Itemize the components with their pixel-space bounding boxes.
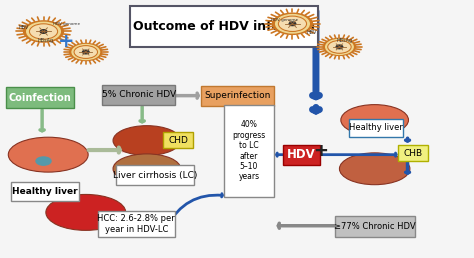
Text: Outcome of HDV infection: Outcome of HDV infection (133, 20, 315, 33)
Ellipse shape (121, 159, 152, 168)
FancyBboxPatch shape (224, 105, 273, 197)
Circle shape (74, 46, 98, 58)
Text: 5% Chronic HDV: 5% Chronic HDV (101, 91, 176, 100)
FancyBboxPatch shape (398, 145, 428, 161)
Circle shape (326, 39, 353, 54)
Circle shape (72, 45, 100, 60)
Circle shape (40, 30, 47, 33)
Circle shape (27, 22, 60, 41)
Text: HBsAg: HBsAg (38, 38, 54, 43)
Text: HDV genome: HDV genome (271, 18, 298, 22)
Text: Healthy liver: Healthy liver (12, 187, 78, 196)
Circle shape (289, 22, 296, 26)
Circle shape (276, 15, 309, 33)
Ellipse shape (56, 201, 92, 211)
FancyBboxPatch shape (10, 182, 79, 201)
Ellipse shape (349, 110, 380, 119)
Text: +: + (58, 32, 74, 51)
FancyBboxPatch shape (102, 85, 175, 105)
Circle shape (29, 24, 58, 39)
Ellipse shape (9, 137, 88, 172)
FancyBboxPatch shape (116, 165, 194, 186)
Text: HDV genome: HDV genome (53, 22, 80, 26)
Text: Superinfection: Superinfection (204, 91, 271, 100)
FancyBboxPatch shape (6, 87, 74, 108)
Ellipse shape (348, 159, 380, 168)
Text: +: + (313, 142, 328, 160)
FancyBboxPatch shape (349, 119, 403, 137)
FancyBboxPatch shape (122, 129, 168, 153)
Text: 40%
progress
to LC
after
5–10
years: 40% progress to LC after 5–10 years (232, 120, 265, 181)
Ellipse shape (341, 105, 409, 135)
Circle shape (82, 50, 89, 54)
FancyBboxPatch shape (356, 158, 400, 181)
Ellipse shape (18, 144, 54, 153)
FancyBboxPatch shape (130, 6, 319, 47)
FancyBboxPatch shape (164, 132, 193, 148)
Text: CHD: CHD (168, 136, 188, 145)
Ellipse shape (113, 154, 181, 184)
Text: Liver cirrhosis (LC): Liver cirrhosis (LC) (113, 171, 197, 180)
Circle shape (336, 45, 343, 49)
Text: HBsAg: HBsAg (336, 38, 352, 43)
Text: HBV: HBV (306, 30, 317, 35)
Ellipse shape (113, 126, 181, 155)
Text: HDV: HDV (287, 148, 316, 162)
Circle shape (23, 20, 64, 43)
Circle shape (365, 123, 377, 130)
FancyBboxPatch shape (201, 86, 273, 106)
Circle shape (36, 157, 51, 165)
Circle shape (272, 12, 313, 35)
FancyBboxPatch shape (283, 145, 319, 165)
Circle shape (328, 41, 351, 53)
FancyBboxPatch shape (335, 216, 415, 237)
Ellipse shape (339, 153, 410, 185)
Text: HBV: HBV (18, 25, 29, 30)
Circle shape (69, 43, 103, 61)
Ellipse shape (46, 195, 126, 230)
Text: Coinfection: Coinfection (9, 93, 72, 103)
Circle shape (322, 38, 356, 56)
Circle shape (278, 16, 307, 31)
FancyBboxPatch shape (122, 158, 168, 181)
Ellipse shape (121, 131, 152, 139)
Text: ≥77% Chronic HDV: ≥77% Chronic HDV (334, 222, 416, 231)
Text: HCC: 2.6-2.8% per
year in HDV-LC: HCC: 2.6-2.8% per year in HDV-LC (98, 214, 175, 234)
Text: Healthy liver: Healthy liver (349, 123, 403, 132)
Text: CHB: CHB (403, 149, 422, 158)
FancyBboxPatch shape (98, 211, 175, 237)
